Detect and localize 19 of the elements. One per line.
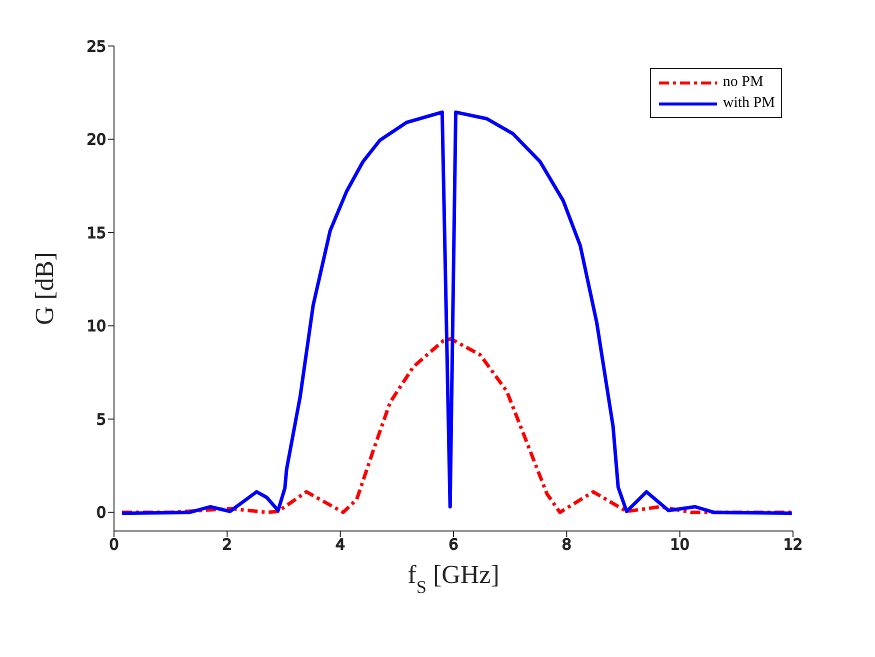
x-axis-title: f$_{S}$ [GHz]	[408, 560, 500, 597]
y-tick-label: 5	[96, 410, 106, 428]
x-tick-label: 10	[670, 536, 690, 554]
line-series	[120, 337, 793, 514]
x-tick-label: 0	[109, 536, 119, 554]
x-tick-label: 4	[336, 536, 346, 554]
y-tick-label: 0	[96, 504, 106, 522]
legend-label: no PM	[722, 74, 764, 91]
x-tick-label: 8	[562, 536, 572, 554]
x-tick-label: 6	[448, 536, 458, 554]
x-tick-label: 12	[783, 536, 803, 554]
y-tick-label: 10	[86, 317, 106, 336]
y-tick-label: 15	[86, 224, 106, 242]
y-axis-title: G [dB]	[30, 252, 59, 325]
line-series	[120, 110, 793, 516]
y-tick-label: 25	[86, 37, 106, 56]
y-tick-label: 20	[86, 130, 106, 149]
x-tick-label: 2	[222, 536, 232, 554]
legend-label: with PM	[722, 95, 775, 112]
